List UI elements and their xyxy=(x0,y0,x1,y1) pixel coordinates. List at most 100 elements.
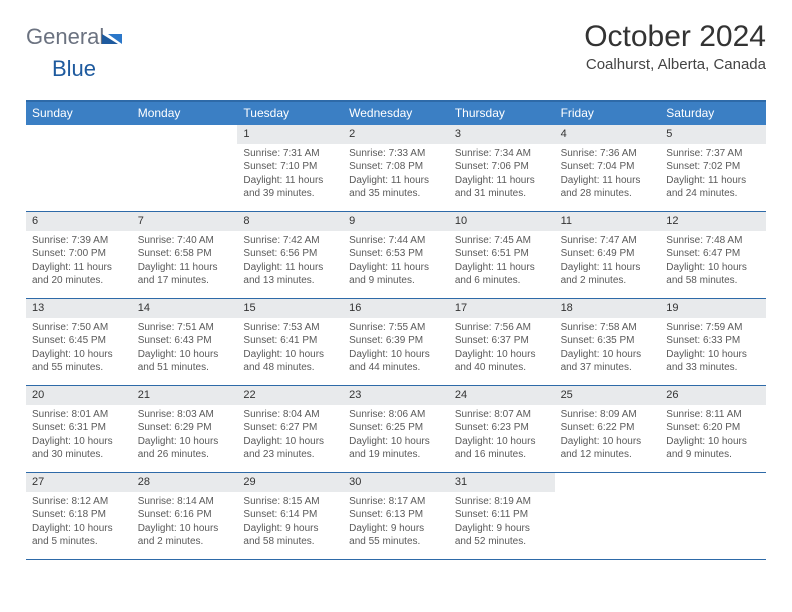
day-line: Sunrise: 8:09 AM xyxy=(561,408,655,422)
day-body: Sunrise: 8:06 AMSunset: 6:25 PMDaylight:… xyxy=(343,405,449,466)
day-number: 2 xyxy=(343,125,449,144)
day-cell: 18Sunrise: 7:58 AMSunset: 6:35 PMDayligh… xyxy=(555,299,661,385)
day-line: Daylight: 9 hours xyxy=(455,522,549,536)
day-number: 24 xyxy=(449,386,555,405)
day-line: Daylight: 11 hours xyxy=(349,174,443,188)
day-number: 6 xyxy=(26,212,132,231)
day-line: and 37 minutes. xyxy=(561,361,655,375)
day-line: Sunrise: 7:58 AM xyxy=(561,321,655,335)
day-line: Sunrise: 7:42 AM xyxy=(243,234,337,248)
day-line: Sunrise: 7:51 AM xyxy=(138,321,232,335)
day-line: Sunset: 6:16 PM xyxy=(138,508,232,522)
day-cell: 12Sunrise: 7:48 AMSunset: 6:47 PMDayligh… xyxy=(660,212,766,298)
day-line: Daylight: 10 hours xyxy=(666,348,760,362)
day-number: 10 xyxy=(449,212,555,231)
day-number: 22 xyxy=(237,386,343,405)
day-cell xyxy=(660,473,766,559)
day-body: Sunrise: 8:17 AMSunset: 6:13 PMDaylight:… xyxy=(343,492,449,553)
day-body: Sunrise: 7:47 AMSunset: 6:49 PMDaylight:… xyxy=(555,231,661,292)
day-line: Sunset: 6:22 PM xyxy=(561,421,655,435)
day-line: and 19 minutes. xyxy=(349,448,443,462)
location: Coalhurst, Alberta, Canada xyxy=(584,56,766,73)
day-line: Daylight: 11 hours xyxy=(349,261,443,275)
day-body: Sunrise: 8:15 AMSunset: 6:14 PMDaylight:… xyxy=(237,492,343,553)
day-line: and 9 minutes. xyxy=(666,448,760,462)
day-line: Sunrise: 7:31 AM xyxy=(243,147,337,161)
day-line: Sunset: 6:49 PM xyxy=(561,247,655,261)
day-line: and 58 minutes. xyxy=(666,274,760,288)
day-line: Daylight: 11 hours xyxy=(243,261,337,275)
day-of-week-header: Sunday Monday Tuesday Wednesday Thursday… xyxy=(26,102,766,125)
day-line: and 31 minutes. xyxy=(455,187,549,201)
day-cell: 13Sunrise: 7:50 AMSunset: 6:45 PMDayligh… xyxy=(26,299,132,385)
day-body: Sunrise: 7:37 AMSunset: 7:02 PMDaylight:… xyxy=(660,144,766,205)
day-number: 31 xyxy=(449,473,555,492)
day-number: 9 xyxy=(343,212,449,231)
day-line: Daylight: 10 hours xyxy=(561,348,655,362)
day-line: Sunrise: 7:40 AM xyxy=(138,234,232,248)
day-line: Sunset: 7:06 PM xyxy=(455,160,549,174)
day-number: 16 xyxy=(343,299,449,318)
day-number: 25 xyxy=(555,386,661,405)
header: General Blue October 2024 Coalhurst, Alb… xyxy=(26,20,766,82)
day-body: Sunrise: 7:58 AMSunset: 6:35 PMDaylight:… xyxy=(555,318,661,379)
day-body: Sunrise: 8:12 AMSunset: 6:18 PMDaylight:… xyxy=(26,492,132,553)
day-cell: 7Sunrise: 7:40 AMSunset: 6:58 PMDaylight… xyxy=(132,212,238,298)
day-body: Sunrise: 7:55 AMSunset: 6:39 PMDaylight:… xyxy=(343,318,449,379)
day-line: and 58 minutes. xyxy=(243,535,337,549)
day-line: Daylight: 10 hours xyxy=(243,348,337,362)
day-line: Sunset: 7:10 PM xyxy=(243,160,337,174)
day-line: Sunrise: 8:19 AM xyxy=(455,495,549,509)
day-line: and 44 minutes. xyxy=(349,361,443,375)
day-cell: 15Sunrise: 7:53 AMSunset: 6:41 PMDayligh… xyxy=(237,299,343,385)
month-title: October 2024 xyxy=(584,20,766,54)
day-line: and 33 minutes. xyxy=(666,361,760,375)
day-body: Sunrise: 8:03 AMSunset: 6:29 PMDaylight:… xyxy=(132,405,238,466)
day-line: Daylight: 9 hours xyxy=(349,522,443,536)
day-line: and 28 minutes. xyxy=(561,187,655,201)
day-cell: 29Sunrise: 8:15 AMSunset: 6:14 PMDayligh… xyxy=(237,473,343,559)
dow-thu: Thursday xyxy=(449,102,555,125)
day-line: Sunset: 7:08 PM xyxy=(349,160,443,174)
day-cell: 27Sunrise: 8:12 AMSunset: 6:18 PMDayligh… xyxy=(26,473,132,559)
dow-tue: Tuesday xyxy=(237,102,343,125)
day-line: Sunrise: 7:37 AM xyxy=(666,147,760,161)
day-line: and 55 minutes. xyxy=(32,361,126,375)
day-line: Sunset: 6:23 PM xyxy=(455,421,549,435)
day-cell: 8Sunrise: 7:42 AMSunset: 6:56 PMDaylight… xyxy=(237,212,343,298)
week-row: 27Sunrise: 8:12 AMSunset: 6:18 PMDayligh… xyxy=(26,473,766,560)
day-line: Sunrise: 8:15 AM xyxy=(243,495,337,509)
day-line: Sunset: 7:00 PM xyxy=(32,247,126,261)
day-number: 23 xyxy=(343,386,449,405)
day-line: Daylight: 11 hours xyxy=(561,174,655,188)
day-line: Daylight: 10 hours xyxy=(32,522,126,536)
day-line: and 48 minutes. xyxy=(243,361,337,375)
day-number: 4 xyxy=(555,125,661,144)
day-line: Daylight: 9 hours xyxy=(243,522,337,536)
day-line: Daylight: 10 hours xyxy=(32,348,126,362)
day-number: 7 xyxy=(132,212,238,231)
dow-sat: Saturday xyxy=(660,102,766,125)
day-line: Daylight: 11 hours xyxy=(243,174,337,188)
day-cell: 17Sunrise: 7:56 AMSunset: 6:37 PMDayligh… xyxy=(449,299,555,385)
day-line: and 24 minutes. xyxy=(666,187,760,201)
day-line: Sunrise: 8:04 AM xyxy=(243,408,337,422)
day-line: and 2 minutes. xyxy=(138,535,232,549)
day-line: Daylight: 11 hours xyxy=(561,261,655,275)
day-cell: 23Sunrise: 8:06 AMSunset: 6:25 PMDayligh… xyxy=(343,386,449,472)
day-line: Sunset: 6:33 PM xyxy=(666,334,760,348)
day-number: 26 xyxy=(660,386,766,405)
day-body: Sunrise: 7:31 AMSunset: 7:10 PMDaylight:… xyxy=(237,144,343,205)
day-line: Sunrise: 7:59 AM xyxy=(666,321,760,335)
day-number: 5 xyxy=(660,125,766,144)
calendar: Sunday Monday Tuesday Wednesday Thursday… xyxy=(26,100,766,560)
day-line: and 51 minutes. xyxy=(138,361,232,375)
day-cell: 20Sunrise: 8:01 AMSunset: 6:31 PMDayligh… xyxy=(26,386,132,472)
day-body: Sunrise: 7:42 AMSunset: 6:56 PMDaylight:… xyxy=(237,231,343,292)
day-line: Sunset: 6:58 PM xyxy=(138,247,232,261)
day-number: 19 xyxy=(660,299,766,318)
day-line: Daylight: 11 hours xyxy=(455,261,549,275)
day-cell: 30Sunrise: 8:17 AMSunset: 6:13 PMDayligh… xyxy=(343,473,449,559)
day-line: and 16 minutes. xyxy=(455,448,549,462)
day-line: Sunset: 6:43 PM xyxy=(138,334,232,348)
